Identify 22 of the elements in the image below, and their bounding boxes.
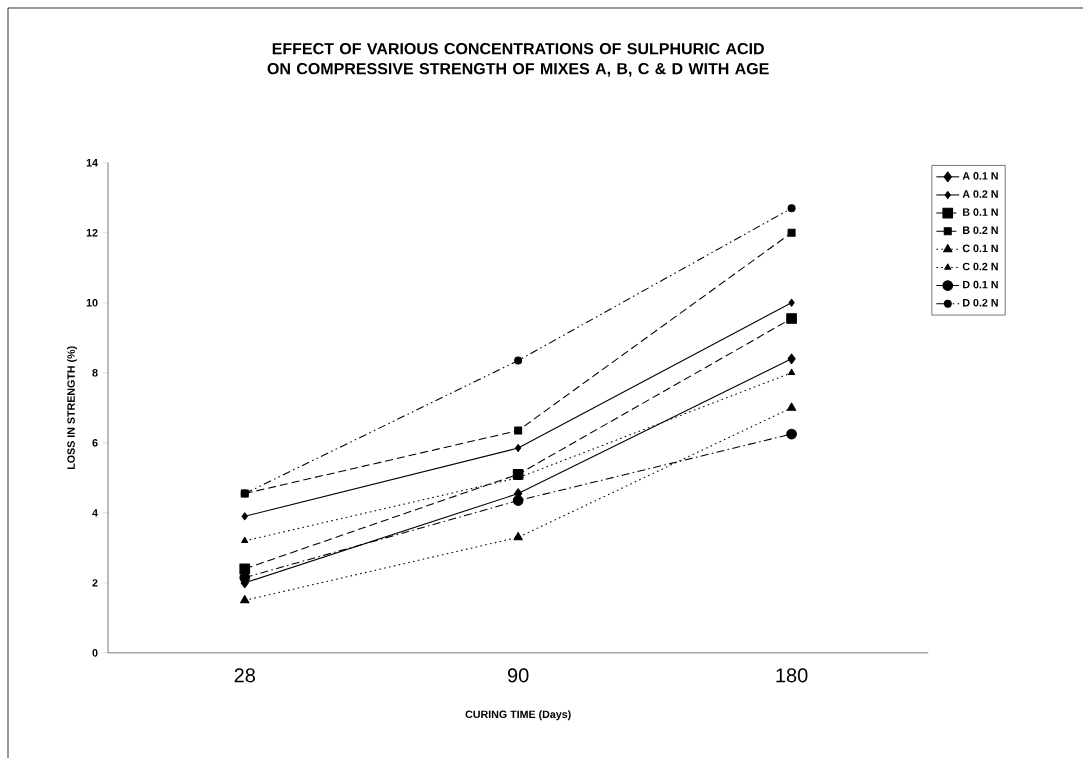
- y-tick-label: 0: [92, 648, 98, 657]
- x-tick-label: 180: [776, 668, 808, 683]
- x-tick-label: 90: [507, 668, 529, 683]
- y-tick-label: 6: [92, 438, 98, 447]
- legend-label: A 0.2 N: [962, 190, 998, 198]
- legend-label: B 0.2 N: [963, 226, 998, 234]
- y-tick-label: 8: [92, 368, 98, 377]
- y-axis-title: LOSS IN STRENGTH (%): [67, 346, 77, 469]
- y-tick-label: 4: [92, 509, 98, 517]
- y-tick-label: 2: [92, 579, 98, 587]
- x-tick-label: 28: [234, 668, 255, 683]
- legend-label: D 0.1 N: [963, 280, 998, 289]
- y-tick-label: 12: [86, 228, 98, 237]
- legend-label: C 0.2 N: [962, 262, 998, 271]
- legend-label: C 0.1 N: [962, 244, 998, 253]
- chart-title: EFFECT OF VARIOUS CONCENTRATIONS OF SULPHURIC ACID ON COMPRESSIVE STRENGTH OF MIXES A, B, C & D WITH AGE: [267, 42, 769, 77]
- legend-label: D 0.2 N: [963, 298, 998, 307]
- y-tick-label: 14: [86, 158, 98, 167]
- legend-label: A 0.1 N: [962, 172, 998, 180]
- x-axis-title: CURING TIME (Days): [465, 710, 571, 721]
- y-tick-label: 10: [86, 298, 98, 307]
- legend-label: B 0.1 N: [963, 208, 998, 216]
